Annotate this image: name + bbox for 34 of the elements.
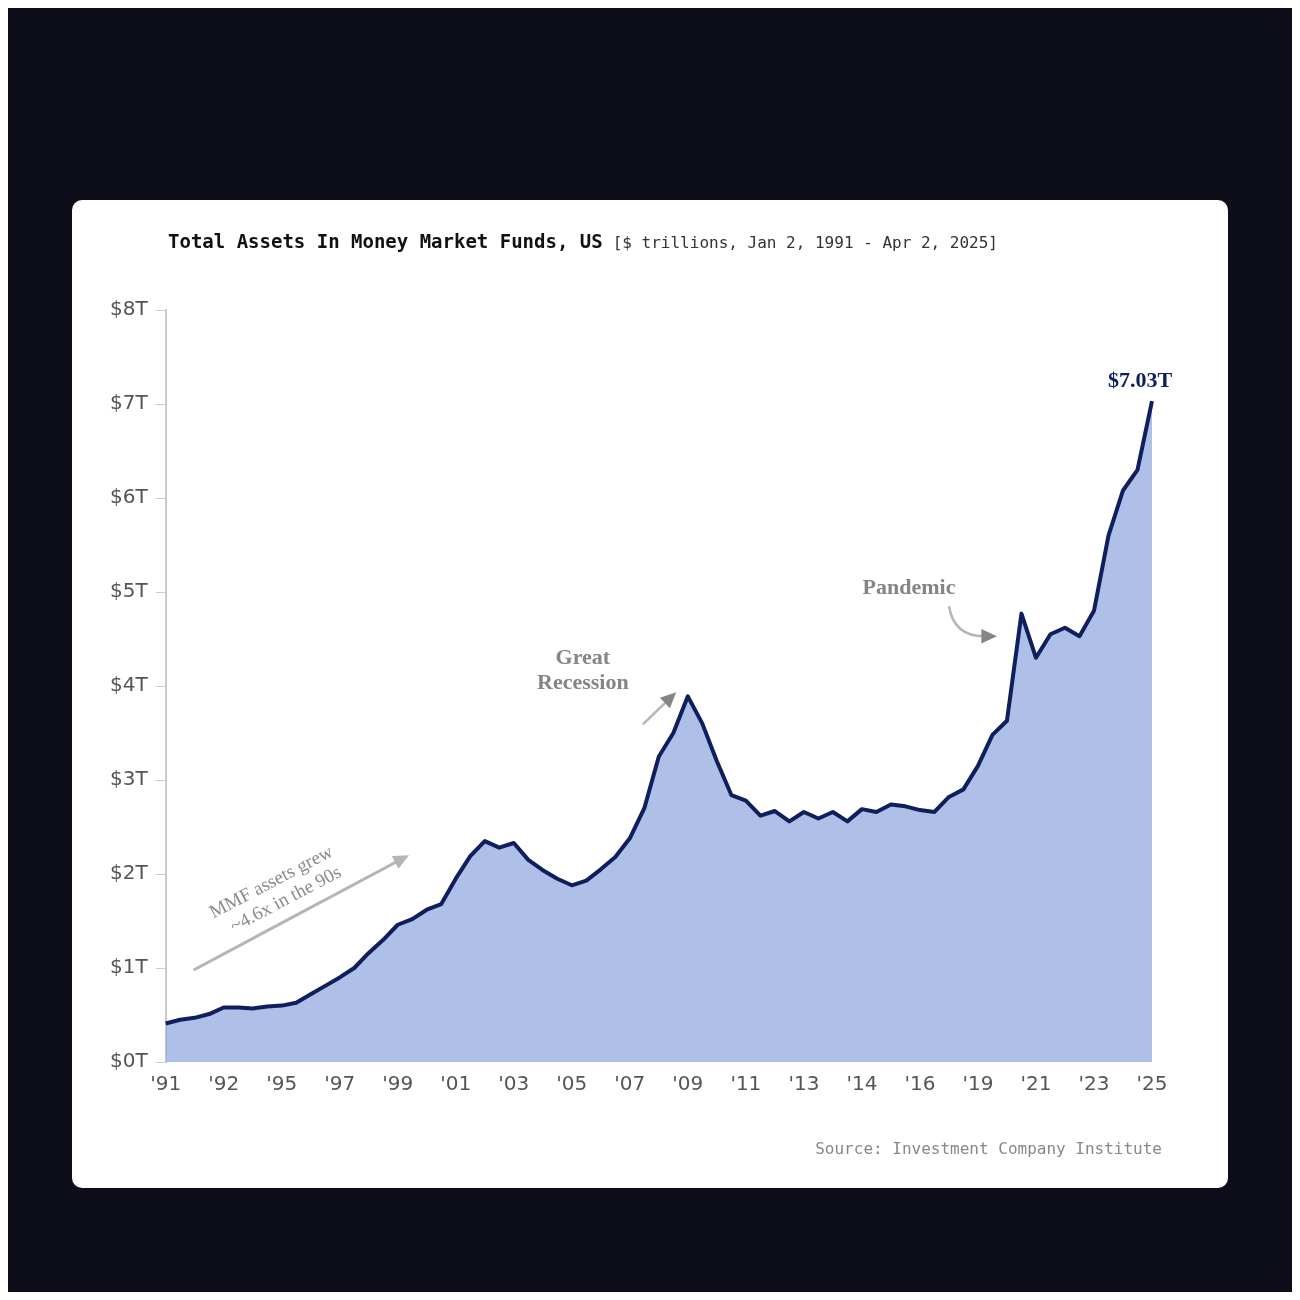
x-tick-label: '16 (904, 1071, 936, 1096)
y-tick-label: $2T (109, 860, 149, 885)
y-tick-label: $0T (109, 1048, 149, 1073)
chart-title: Total Assets In Money Market Funds, US (168, 230, 603, 252)
x-tick-label: '95 (266, 1071, 298, 1096)
x-tick-label: '13 (788, 1071, 820, 1096)
x-tick-label: '11 (730, 1071, 762, 1096)
y-tick-label: $4T (109, 672, 149, 697)
x-tick-label: '97 (324, 1071, 356, 1096)
x-tick-label: '25 (1136, 1071, 1168, 1096)
y-tick-label: $3T (109, 766, 149, 791)
source-note: Source: Investment Company Institute (815, 1139, 1162, 1158)
x-tick-label: '09 (672, 1071, 704, 1096)
annotation: MMF assets grew ~4.6x in the 90s (205, 840, 345, 936)
annotation: Pandemic (862, 574, 956, 600)
x-tick-label: '05 (556, 1071, 588, 1096)
x-tick-label: '03 (498, 1071, 530, 1096)
x-tick-label: '21 (1020, 1071, 1052, 1096)
x-tick-label: '92 (208, 1071, 240, 1096)
y-tick-label: $8T (109, 296, 149, 321)
annotation: $7.03T (1107, 367, 1173, 393)
annotation: Great Recession (537, 644, 629, 695)
x-tick-label: '99 (382, 1071, 414, 1096)
x-tick-label: '01 (440, 1071, 472, 1096)
x-tick-label: '07 (614, 1071, 646, 1096)
y-tick-label: $7T (109, 390, 149, 415)
y-tick-label: $5T (109, 578, 149, 603)
y-tick-label: $1T (109, 954, 149, 979)
x-tick-label: '23 (1078, 1071, 1110, 1096)
x-tick-label: '19 (962, 1071, 994, 1096)
y-tick-label: $6T (109, 484, 149, 509)
x-tick-label: '14 (846, 1071, 878, 1096)
x-tick-label: '91 (150, 1071, 182, 1096)
chart-subtitle: [$ trillions, Jan 2, 1991 - Apr 2, 2025] (612, 233, 998, 252)
